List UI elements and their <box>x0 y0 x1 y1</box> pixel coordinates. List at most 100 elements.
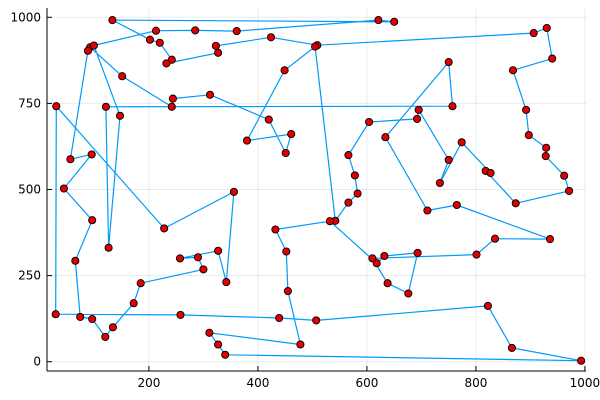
data-point <box>483 301 492 310</box>
data-point <box>101 102 110 111</box>
data-point <box>414 105 423 114</box>
data-point <box>52 102 61 111</box>
x-tick-label: 600 <box>355 376 378 390</box>
data-point <box>541 152 550 161</box>
data-point <box>423 206 432 215</box>
data-point <box>275 313 284 323</box>
data-point <box>365 117 374 127</box>
data-point <box>353 189 362 198</box>
data-point <box>350 171 359 180</box>
data-point <box>160 224 169 233</box>
data-point <box>511 199 520 208</box>
data-point <box>522 105 531 114</box>
data-point <box>88 314 97 324</box>
data-point <box>59 184 68 193</box>
data-point <box>155 38 164 47</box>
data-point <box>374 16 383 25</box>
data-point <box>266 33 276 42</box>
tick-labels: 200 400 600 800 1000 0 250 500 750 1000 <box>10 10 600 390</box>
data-point <box>383 279 392 288</box>
data-point <box>129 299 138 308</box>
y-tick-label: 750 <box>18 96 41 110</box>
y-tick-label: 500 <box>18 183 41 197</box>
data-point <box>87 150 96 159</box>
data-point <box>88 216 97 225</box>
data-point <box>529 29 538 38</box>
data-point <box>524 131 533 140</box>
data-point <box>448 102 457 111</box>
grid <box>47 8 586 371</box>
data-point <box>108 323 117 332</box>
data-point <box>444 58 453 67</box>
data-point <box>193 253 203 262</box>
y-tick-label: 250 <box>18 269 41 283</box>
data-point <box>211 41 220 50</box>
data-point <box>89 41 98 50</box>
data-point <box>104 243 113 252</box>
data-point <box>542 23 551 33</box>
data-point <box>76 312 85 321</box>
data-point <box>66 155 75 164</box>
data-point <box>507 343 516 352</box>
data-point <box>214 48 223 57</box>
data-point <box>176 310 185 319</box>
y-tick-label: 1000 <box>10 10 41 24</box>
data-point <box>325 217 334 226</box>
data-point <box>175 254 185 263</box>
data-point <box>221 350 230 359</box>
data-point <box>508 66 518 75</box>
x-tick-label: 800 <box>464 376 487 390</box>
data-point <box>404 289 413 298</box>
data-point <box>264 115 273 124</box>
data-point <box>83 46 92 55</box>
data-point <box>444 155 453 164</box>
data-point <box>168 94 177 103</box>
data-point <box>51 310 60 319</box>
data-point <box>232 27 241 36</box>
x-tick-label: 200 <box>137 376 160 390</box>
data-point <box>115 111 125 120</box>
data-point <box>101 332 110 341</box>
data-point <box>199 265 208 274</box>
data-point <box>136 279 145 288</box>
data-point <box>413 114 422 123</box>
series-points <box>51 16 586 365</box>
data-point <box>390 17 399 26</box>
data-point <box>281 148 290 158</box>
data-point <box>486 168 495 178</box>
data-point <box>565 186 574 195</box>
data-point <box>380 251 389 261</box>
data-point <box>271 225 280 234</box>
data-point <box>191 26 200 35</box>
x-tick-label: 1000 <box>570 376 600 390</box>
data-point <box>229 187 238 196</box>
data-point <box>457 138 466 147</box>
data-point <box>344 198 353 207</box>
data-point <box>542 143 551 152</box>
data-point <box>145 35 155 44</box>
data-point <box>214 340 223 349</box>
data-point <box>381 133 390 142</box>
x-tick-label: 400 <box>246 376 269 390</box>
data-point <box>205 90 215 99</box>
data-point <box>205 328 214 337</box>
data-point <box>490 234 500 243</box>
y-tick-label: 0 <box>33 355 41 369</box>
data-point <box>312 316 321 325</box>
data-point <box>472 250 481 259</box>
data-point <box>577 356 586 365</box>
data-point <box>108 16 117 25</box>
data-point <box>368 254 377 263</box>
axes <box>46 8 586 372</box>
data-point <box>296 340 305 349</box>
data-point <box>282 247 291 256</box>
data-point <box>283 287 292 296</box>
data-point <box>545 235 555 244</box>
data-point <box>287 130 296 139</box>
data-point <box>242 136 252 145</box>
data-point <box>548 54 557 63</box>
data-point <box>311 42 320 51</box>
data-point <box>151 26 161 35</box>
